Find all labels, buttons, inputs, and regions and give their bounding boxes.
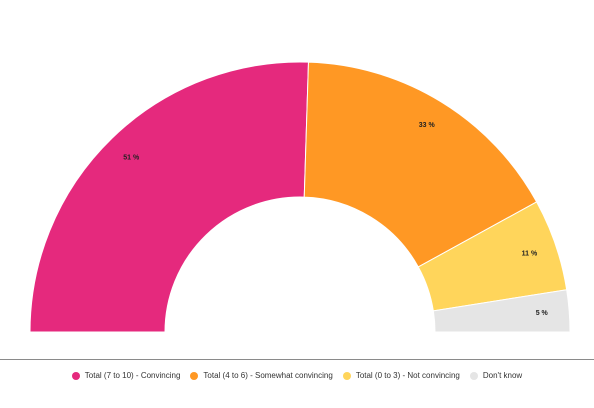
legend-label-somewhat-convincing: Total (4 to 6) - Somewhat convincing xyxy=(203,371,333,380)
legend-label-dont-know: Don't know xyxy=(482,371,523,380)
legend-swatch-dont-know xyxy=(469,371,478,380)
legend-label-convincing: Total (7 to 10) - Convincing xyxy=(84,371,181,380)
value-label-not-convincing: 11 % xyxy=(522,250,538,257)
slice-dont-know[interactable] xyxy=(432,289,571,333)
legend-item-convincing[interactable]: Total (7 to 10) - Convincing xyxy=(71,371,181,380)
value-label-somewhat-convincing: 33 % xyxy=(419,122,436,129)
slice-somewhat-convincing[interactable] xyxy=(303,61,538,268)
value-label-dont-know: 5 % xyxy=(536,310,549,317)
legend-item-dont-know[interactable]: Don't know xyxy=(469,371,523,380)
legend-swatch-convincing xyxy=(71,371,80,380)
chart-value-labels: 51 % 33 % 11 % 5 % xyxy=(123,122,548,317)
legend-swatch-not-convincing xyxy=(342,371,351,380)
chart-slices xyxy=(29,61,571,333)
semi-donut-chart: 51 % 33 % 11 % 5 % xyxy=(29,61,571,333)
legend-item-somewhat-convincing[interactable]: Total (4 to 6) - Somewhat convincing xyxy=(190,371,333,380)
legend-divider xyxy=(0,359,594,360)
legend-item-not-convincing[interactable]: Total (0 to 3) - Not convincing xyxy=(342,371,460,380)
slice-convincing[interactable] xyxy=(29,61,309,333)
chart-legend: Total (7 to 10) - Convincing Total (4 to… xyxy=(0,371,594,380)
value-label-convincing: 51 % xyxy=(123,155,140,162)
legend-swatch-somewhat-convincing xyxy=(190,371,199,380)
legend-label-not-convincing: Total (0 to 3) - Not convincing xyxy=(355,371,460,380)
